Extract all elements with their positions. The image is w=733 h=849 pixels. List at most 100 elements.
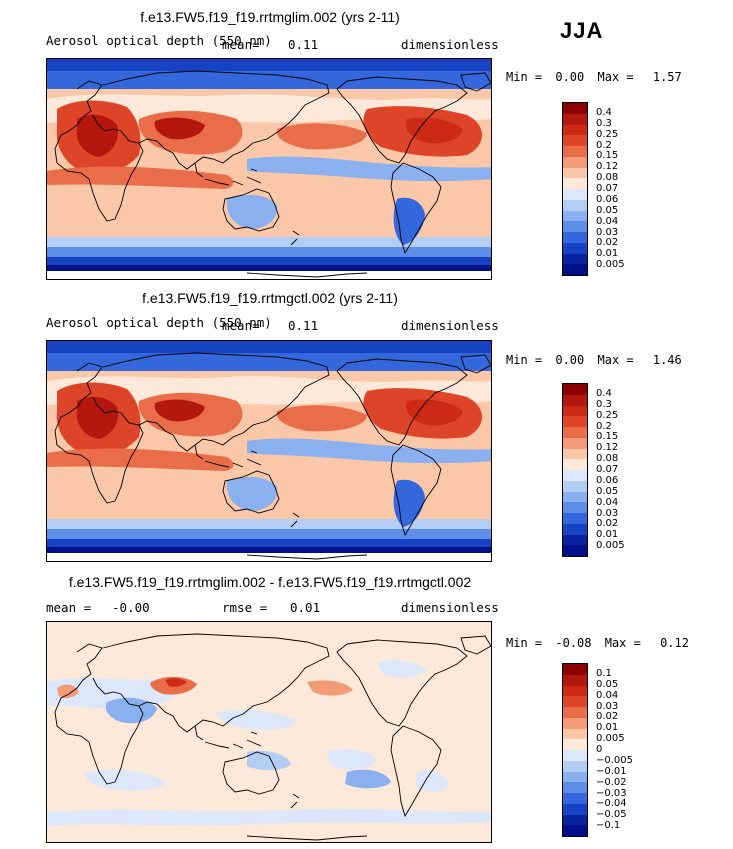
colorbar-swatch: [563, 405, 587, 417]
colorbar: 0.1 0.05 0.04 0.03 0.02 0.01 0.005 0 −0.005 −0.01…: [562, 663, 682, 837]
colorbar-tick-label: 0.08: [596, 172, 619, 184]
colorbar-swatch: [563, 135, 587, 146]
mean-label: mean=: [222, 37, 260, 52]
min-max-readout: Min = 0.00 Max = 1.57: [506, 70, 682, 84]
colorbar-swatch: [563, 782, 587, 793]
colorbar-tick-label: −0.005: [596, 754, 634, 766]
colorbar-tick-label: 0.1: [596, 667, 612, 679]
colorbar-tick-label: 0.005: [596, 540, 625, 552]
colorbar-swatch: [563, 523, 587, 535]
colorbar-swatch: [563, 793, 587, 804]
colorbar-tick-label: 0.03: [596, 700, 619, 712]
colorbar-tick-label: 0.005: [596, 259, 625, 271]
colorbar-tick-label: −0.02: [596, 776, 627, 788]
colorbar-swatch: [563, 232, 587, 243]
units-label: dimensionless: [401, 318, 499, 333]
colorbar-swatch: [563, 674, 587, 686]
colorbar-swatch: [563, 534, 587, 546]
colorbar-tick-label: 0.12: [596, 161, 619, 173]
colorbar-swatch: [563, 750, 587, 761]
season-label: JJA: [560, 18, 604, 43]
rmse-value: 0.01: [290, 600, 321, 615]
colorbar-swatch: [563, 513, 587, 524]
colorbar-swatches: [562, 102, 588, 276]
max-label: Max =: [597, 70, 634, 84]
colorbar-tick-label: 0.05: [596, 678, 619, 690]
colorbar-tick-label: 0.01: [596, 248, 619, 260]
min-value: 0.00: [555, 353, 585, 367]
colorbar-tick-label: −0.01: [596, 765, 627, 777]
min-value: 0.00: [555, 70, 585, 84]
max-value: 1.57: [652, 70, 682, 84]
units-label: dimensionless: [401, 37, 499, 52]
panel-title: f.e13.FW5.f19_f19.rrtmgctl.002 (yrs 2-11…: [142, 290, 398, 306]
colorbar-swatch: [563, 103, 587, 114]
colorbar-swatch: [563, 707, 587, 718]
min-label: Min =: [506, 70, 543, 84]
colorbar-swatch: [563, 448, 587, 460]
colorbar-swatch: [563, 803, 587, 815]
colorbar-swatch: [563, 502, 587, 513]
colorbar-tick-label: 0.2: [596, 420, 612, 432]
colorbar-swatch: [563, 221, 587, 232]
min-label: Min =: [506, 353, 543, 367]
difference-map: [46, 621, 492, 843]
colorbar-swatch: [563, 146, 587, 157]
colorbar-swatch: [563, 760, 587, 772]
colorbar-tick-label: −0.05: [596, 809, 627, 821]
aod-map: [46, 58, 492, 280]
colorbar-swatches: [562, 663, 588, 837]
colorbar-swatch: [563, 210, 587, 222]
colorbar-swatch: [563, 264, 587, 275]
colorbar-swatch: [563, 242, 587, 254]
colorbar-swatch: [563, 178, 587, 189]
min-max-readout: Min = 0.00 Max = 1.46: [506, 353, 682, 367]
colorbar-swatch: [563, 459, 587, 470]
max-value: 1.46: [652, 353, 682, 367]
colorbar-swatch: [563, 156, 587, 168]
colorbar-swatch: [563, 717, 587, 729]
colorbar-tick-label: 0.3: [596, 117, 612, 129]
mean-value: 0.11: [288, 318, 319, 333]
colorbar-tick-label: 0.05: [596, 485, 619, 497]
colorbar-swatch: [563, 113, 587, 125]
variable-label: Aerosol optical depth (550 nm): [46, 33, 272, 48]
variable-label: Aerosol optical depth (550 nm): [46, 315, 272, 330]
colorbar-swatches: [562, 383, 588, 557]
colorbar-swatch: [563, 394, 587, 406]
max-value: 0.12: [660, 636, 689, 650]
colorbar-tick-label: 0.04: [596, 689, 619, 701]
colorbar-tick-label: 0.12: [596, 442, 619, 454]
rmse-label: rmse =: [222, 600, 268, 615]
max-label: Max =: [597, 353, 634, 367]
colorbar-swatch: [563, 480, 587, 492]
colorbar-swatch: [563, 437, 587, 449]
colorbar-swatch: [563, 545, 587, 556]
colorbar-swatch: [563, 814, 587, 826]
colorbar-tick-label: 0.02: [596, 518, 619, 530]
aod-map: [46, 340, 492, 562]
colorbar-tick-label: 0.06: [596, 193, 619, 205]
colorbar-swatch: [563, 427, 587, 438]
colorbar-swatch: [563, 739, 587, 750]
colorbar-tick-label: 0.4: [596, 387, 612, 399]
mean-value: 0.11: [288, 37, 319, 52]
units-label: dimensionless: [401, 600, 499, 615]
colorbar-swatch: [563, 825, 587, 836]
mean-value: -0.00: [112, 600, 150, 615]
colorbar-tick-label: 0.02: [596, 711, 619, 723]
colorbar-tick-label: 0.03: [596, 507, 619, 519]
colorbar-swatch: [563, 685, 587, 697]
colorbar-tick-label: −0.04: [596, 798, 627, 810]
colorbar-tick-label: 0.04: [596, 496, 619, 508]
colorbar-tick-label: 0.07: [596, 183, 619, 194]
colorbar-tick-label: 0.08: [596, 453, 619, 465]
colorbar-swatch: [563, 189, 587, 200]
colorbar-tick-label: 0: [596, 744, 603, 755]
colorbar: 0.4 0.3 0.25 0.2 0.15 0.12 0.08 0.07 0.06 0.05 0.0…: [562, 102, 682, 276]
colorbar-tick-label: 0.005: [596, 733, 625, 745]
mean-label: mean=: [222, 318, 260, 333]
panel-title: f.e13.FW5.f19_f19.rrtmglim.002 - f.e13.F…: [68, 574, 472, 590]
min-max-readout: Min = -0.08 Max = 0.12: [506, 636, 689, 650]
colorbar-swatch: [563, 664, 587, 675]
